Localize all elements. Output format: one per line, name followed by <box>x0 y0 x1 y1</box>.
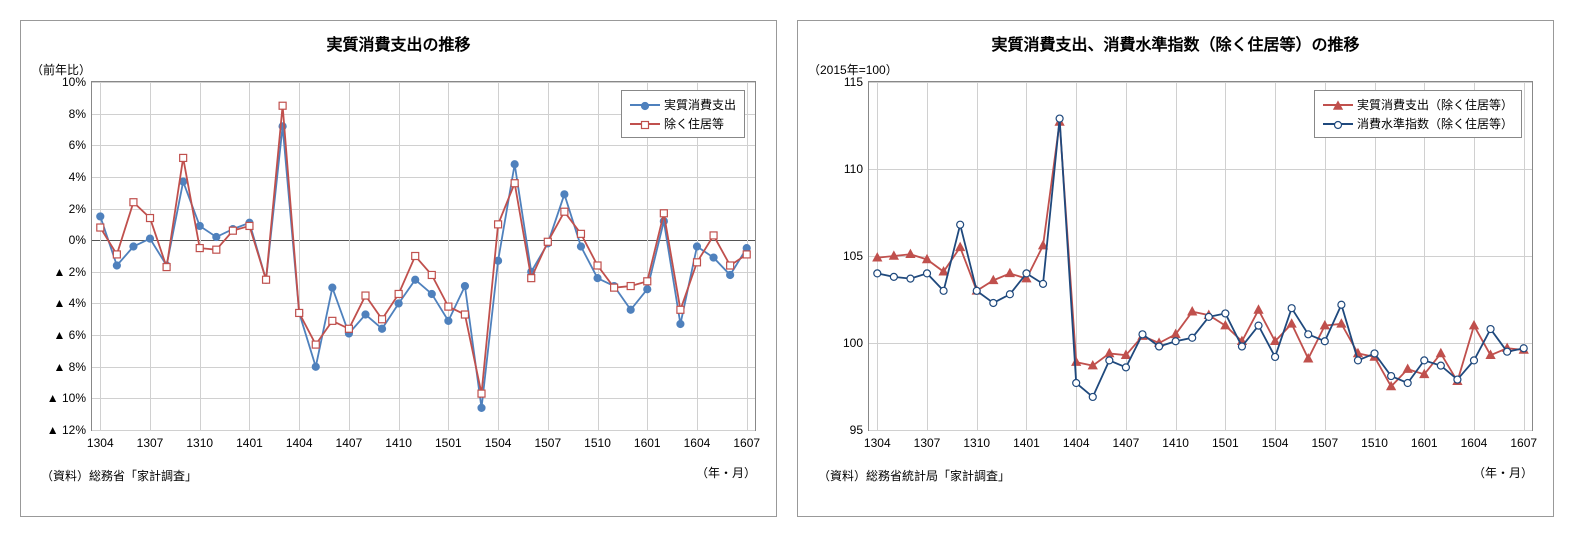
x-tick-label: 1504 <box>1262 430 1289 450</box>
chart-1-plot: 10%8%6%4%2%0%▲ 2%▲ 4%▲ 6%▲ 8%▲ 10%▲ 12%1… <box>91 81 756 431</box>
legend-item: 実質消費支出 <box>630 95 736 114</box>
x-tick-label: 1307 <box>137 430 164 450</box>
y-tick-label: 6% <box>69 138 92 152</box>
chart-2-title: 実質消費支出、消費水準指数（除く住居等）の推移 <box>798 31 1553 55</box>
y-tick-label: 110 <box>844 162 869 176</box>
x-tick-label: 1507 <box>534 430 561 450</box>
y-tick-label: ▲ 10% <box>47 391 92 405</box>
x-tick-label: 1504 <box>485 430 512 450</box>
y-tick-label: 10% <box>62 75 92 89</box>
x-tick-label: 1304 <box>87 430 114 450</box>
x-tick-label: 1310 <box>186 430 213 450</box>
legend: 実質消費支出（除く住居等）消費水準指数（除く住居等） <box>1314 90 1522 138</box>
chart-2-plot: 1151101051009513041307131014011404140714… <box>868 81 1533 431</box>
x-tick-label: 1507 <box>1311 430 1338 450</box>
y-tick-label: ▲ 6% <box>53 328 92 342</box>
x-tick-label: 1404 <box>1063 430 1090 450</box>
y-tick-label: ▲ 2% <box>53 265 92 279</box>
chart-1-source: （資料）総務省「家計調査」 <box>41 467 197 484</box>
x-tick-label: 1404 <box>286 430 313 450</box>
x-tick-label: 1607 <box>1510 430 1537 450</box>
x-tick-label: 1501 <box>435 430 462 450</box>
y-tick-label: 2% <box>69 202 92 216</box>
legend-item: 実質消費支出（除く住居等） <box>1323 95 1513 114</box>
x-tick-label: 1401 <box>236 430 263 450</box>
legend-item: 除く住居等 <box>630 114 736 133</box>
x-tick-label: 1310 <box>963 430 990 450</box>
x-tick-label: 1604 <box>1461 430 1488 450</box>
x-tick-label: 1607 <box>733 430 760 450</box>
x-tick-label: 1510 <box>584 430 611 450</box>
x-tick-label: 1410 <box>1162 430 1189 450</box>
x-tick-label: 1510 <box>1361 430 1388 450</box>
y-tick-label: ▲ 12% <box>47 423 92 437</box>
y-tick-label: 100 <box>843 336 869 350</box>
y-tick-label: 115 <box>844 75 869 89</box>
chart-1: 実質消費支出の推移 （前年比） 10%8%6%4%2%0%▲ 2%▲ 4%▲ 6… <box>20 20 777 517</box>
y-tick-label: ▲ 8% <box>53 360 92 374</box>
x-tick-label: 1401 <box>1013 430 1040 450</box>
chart-2-source: （資料）総務省統計局「家計調査」 <box>818 467 1010 484</box>
x-tick-label: 1501 <box>1212 430 1239 450</box>
x-tick-label: 1601 <box>1411 430 1438 450</box>
x-tick-label: 1410 <box>385 430 412 450</box>
x-tick-label: 1601 <box>634 430 661 450</box>
chart-1-title: 実質消費支出の推移 <box>21 31 776 55</box>
y-tick-label: 4% <box>69 170 92 184</box>
y-tick-label: 8% <box>69 107 92 121</box>
chart-1-x-label: （年・月） <box>696 464 756 481</box>
chart-2: 実質消費支出、消費水準指数（除く住居等）の推移 （2015年=100） 1151… <box>797 20 1554 517</box>
x-tick-label: 1304 <box>864 430 891 450</box>
y-tick-label: 0% <box>69 233 92 247</box>
x-tick-label: 1407 <box>1113 430 1140 450</box>
x-tick-label: 1604 <box>684 430 711 450</box>
x-tick-label: 1407 <box>336 430 363 450</box>
legend-item: 消費水準指数（除く住居等） <box>1323 114 1513 133</box>
legend: 実質消費支出除く住居等 <box>621 90 745 138</box>
y-tick-label: 105 <box>843 249 869 263</box>
chart-2-x-label: （年・月） <box>1473 464 1533 481</box>
x-tick-label: 1307 <box>914 430 941 450</box>
y-tick-label: ▲ 4% <box>53 296 92 310</box>
